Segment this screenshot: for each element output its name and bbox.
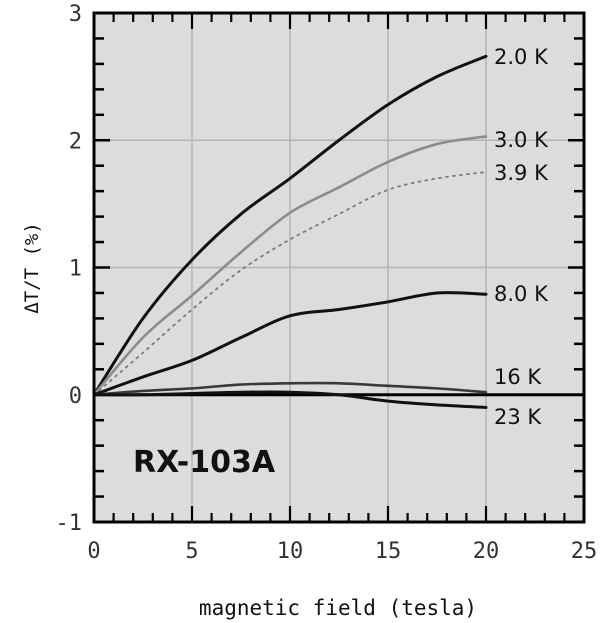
y-axis-label: ΔT/T (%) [21, 222, 43, 314]
series-line [93, 171, 487, 396]
series-label: 3.0 K [494, 128, 549, 152]
x-tick-label: 10 [277, 539, 304, 564]
series-label: 3.9 K [494, 161, 549, 185]
y-tick-label: 2 [69, 129, 82, 154]
series-label: 23 K [494, 405, 542, 429]
data-series [92, 54, 488, 409]
sample-annotation: RX-103A [133, 445, 276, 480]
grid-lines [94, 13, 584, 522]
y-axis-tick-labels: -1 0 1 2 3 [56, 2, 83, 536]
series-line [92, 381, 488, 397]
series-label: 2.0 K [494, 45, 549, 69]
y-tick-label: 1 [69, 257, 82, 282]
series-label: 8.0 K [494, 282, 549, 306]
y-tick-label: 3 [69, 2, 82, 27]
x-tick-label: 5 [185, 539, 198, 564]
x-tick-label: 20 [473, 539, 500, 564]
x-tick-label: 0 [87, 539, 100, 564]
series-line [92, 291, 488, 397]
y-tick-label: -1 [56, 511, 83, 536]
x-axis-tick-labels: 0 5 10 15 20 25 [87, 539, 597, 564]
series-line [92, 135, 488, 397]
y-tick-label: 0 [69, 384, 82, 409]
series-label: 16 K [494, 365, 542, 389]
plot-frame [92, 11, 586, 524]
series-labels: 2.0 K 3.0 K 3.9 K 8.0 K 16 K 23 K [494, 45, 549, 429]
series-line [92, 54, 488, 397]
x-tick-label: 15 [375, 539, 402, 564]
series-line [92, 390, 488, 409]
x-axis-label: magnetic field (tesla) [199, 596, 477, 620]
x-tick-label: 25 [571, 539, 598, 564]
